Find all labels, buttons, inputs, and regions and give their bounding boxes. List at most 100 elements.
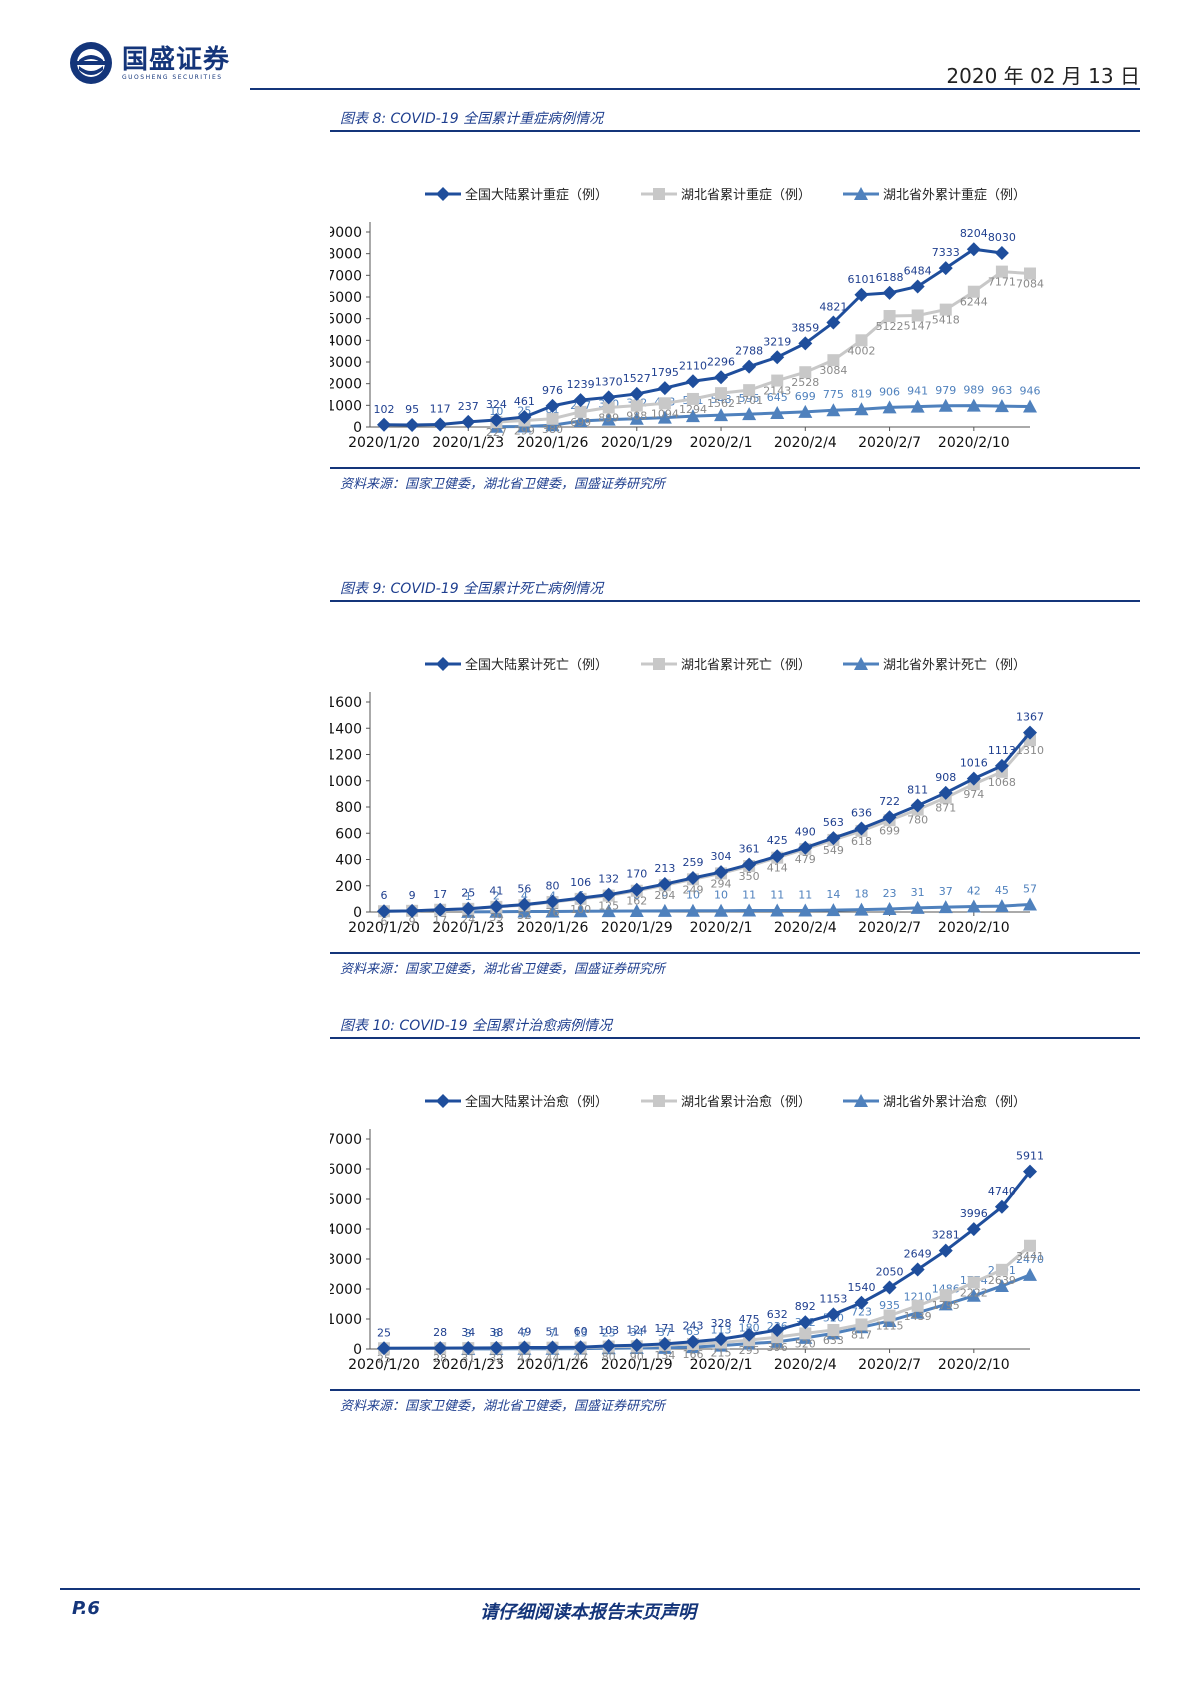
data-point [938,900,953,914]
data-label: 34 [630,1326,644,1339]
data-label: 3859 [791,321,819,334]
data-point [799,366,812,379]
data-point [966,242,981,257]
data-label: 28 [433,1352,447,1365]
data-label: 479 [795,853,816,866]
legend-label: 湖北省累计死亡（例） [681,658,811,673]
data-label: 18 [854,888,868,901]
data-label: 38 [489,1326,503,1339]
data-point [910,900,925,914]
data-label: 1016 [960,757,988,770]
x-tick-label: 2020/1/20 [348,435,420,451]
data-point [882,810,897,825]
data-label: 6244 [960,296,988,309]
data-label: 28 [433,1326,447,1339]
data-label: 3219 [763,335,791,348]
data-point [854,902,869,916]
chart-legend: 全国大陆累计治愈（例） 湖北省累计治愈（例） 湖北省外累计治愈（例） [425,1094,1026,1110]
legend-label: 全国大陆累计死亡（例） [465,657,608,673]
figure-rule-top [330,130,1140,132]
data-point [994,1278,1009,1292]
data-point [714,370,729,385]
data-point [966,398,981,412]
data-label: 490 [795,826,816,839]
data-point [658,397,671,410]
legend-label: 湖北省外累计治愈（例） [883,1095,1026,1110]
data-label: 166 [682,1348,703,1361]
data-point [995,265,1008,278]
data-point [938,261,953,276]
series-light: 1244678910101111111418233137424557 [461,883,1037,918]
y-tick-label: 6000 [330,1162,362,1178]
legend-marker [436,187,450,201]
data-point [994,246,1009,261]
data-point [994,899,1009,913]
data-label: 10 [489,405,503,418]
y-tick-label: 3000 [330,355,362,371]
data-label: 42 [517,1352,531,1365]
data-label: 8204 [960,227,988,240]
data-point [827,1324,840,1337]
legend-marker [854,657,868,670]
data-point [433,902,448,917]
data-label: 699 [570,416,591,429]
data-label: 1527 [623,372,651,385]
data-point [601,904,616,918]
data-label: 100 [570,903,591,916]
data-label: 2050 [876,1266,904,1279]
data-label: 23 [883,887,897,900]
data-label: 31 [911,886,925,899]
data-label: 9 [661,889,668,902]
y-tick-label: 4000 [330,1222,362,1238]
data-label: 618 [851,835,872,848]
data-point [826,315,841,330]
data-label: 3441 [1016,1250,1044,1263]
legend-label: 湖北省外累计重症（例） [883,187,1026,203]
data-label: 425 [767,834,788,847]
data-point [601,887,616,902]
data-label: 13 [574,1327,588,1340]
data-label: 41 [489,885,503,898]
data-label: 899 [598,412,619,425]
data-point [854,402,869,416]
figure-8: 图表 8: COVID-19 全国累计重症病例情况 全国大陆累计重症（例） 湖北省… [330,108,1140,492]
data-point [545,904,560,918]
data-label: 237 [458,400,479,413]
x-tick-label: 2020/1/23 [432,920,504,936]
data-point [798,903,813,917]
data-point [657,381,672,396]
data-label: 4002 [847,344,875,357]
data-label: 941 [907,385,928,398]
figure-title: 图表 8: COVID-19 全国累计重症病例情况 [340,111,604,127]
x-tick-label: 2020/1/20 [348,1357,420,1373]
figure-9: 图表 9: COVID-19 全国累计死亡病例情况 全国大陆累计死亡（例） 湖北省… [330,578,1140,977]
data-point [573,904,588,918]
data-label: 520 [795,1337,816,1350]
data-label: 1 [465,890,472,903]
y-tick-label: 0 [353,1342,362,1358]
legend-marker [653,658,665,670]
data-point [714,865,729,880]
data-point [938,398,953,412]
data-point [826,1307,841,1322]
data-label: 7171 [988,276,1016,289]
data-point [685,374,700,389]
data-label: 25 [377,1326,391,1339]
legend-label: 湖北省外累计死亡（例） [883,658,1026,673]
data-point [770,903,785,917]
data-point [883,310,896,323]
data-label: 1562 [707,397,735,410]
x-tick-label: 2020/1/26 [517,435,589,451]
data-point [657,410,672,424]
data-label: 2 [493,890,500,903]
x-tick-label: 2020/1/20 [348,920,420,936]
data-label: 49 [517,1326,531,1339]
y-tick-label: 1200 [330,748,362,764]
data-label: 5911 [1016,1150,1044,1163]
data-label: 1094 [651,407,679,420]
data-label: 125 [598,900,619,913]
data-label: 44 [546,1352,560,1365]
data-point [939,303,952,316]
data-point [377,1341,391,1356]
legend-marker [854,187,868,200]
